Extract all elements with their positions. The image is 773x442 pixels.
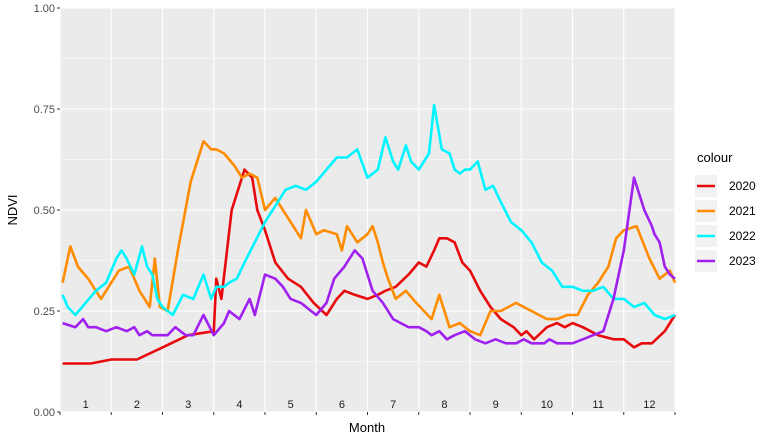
y-tick-label: 0.25 — [34, 306, 55, 318]
legend-label-2021: 2021 — [729, 204, 756, 218]
month-label: 11 — [592, 399, 603, 411]
month-label: 9 — [493, 399, 499, 411]
legend: colour 2020 2021 2022 2023 — [695, 150, 756, 272]
x-axis-ticks: 1 2 3 4 5 6 7 8 9 10 11 12 — [59, 399, 676, 415]
month-label: 8 — [441, 399, 447, 411]
y-tick-label: 0.50 — [34, 205, 55, 217]
month-label: 2 — [134, 399, 140, 411]
series-line-2020 — [62, 168, 677, 365]
month-label: 6 — [339, 399, 345, 411]
legend-label-2020: 2020 — [729, 179, 756, 193]
month-label: 5 — [288, 399, 294, 411]
y-axis-ticks: 0.00 0.25 0.50 0.75 1.00 — [34, 3, 60, 419]
series-line-2022 — [61, 103, 676, 321]
month-label: 4 — [236, 399, 242, 411]
series-line-2023 — [62, 176, 676, 345]
y-tick-label: 1.00 — [34, 3, 55, 15]
legend-title: colour — [697, 150, 733, 165]
legend-label-2023: 2023 — [729, 254, 756, 268]
month-label: 1 — [83, 399, 89, 411]
y-axis-title: NDVI — [5, 194, 20, 225]
x-axis-title: Month — [349, 420, 385, 435]
y-tick-label: 0.75 — [34, 104, 55, 116]
month-label: 7 — [390, 399, 396, 411]
series-lines — [61, 103, 677, 365]
month-label: 3 — [185, 399, 191, 411]
month-label: 10 — [541, 399, 553, 411]
month-label: 12 — [643, 399, 655, 411]
y-tick-label: 0.00 — [34, 407, 55, 419]
legend-label-2022: 2022 — [729, 229, 756, 243]
